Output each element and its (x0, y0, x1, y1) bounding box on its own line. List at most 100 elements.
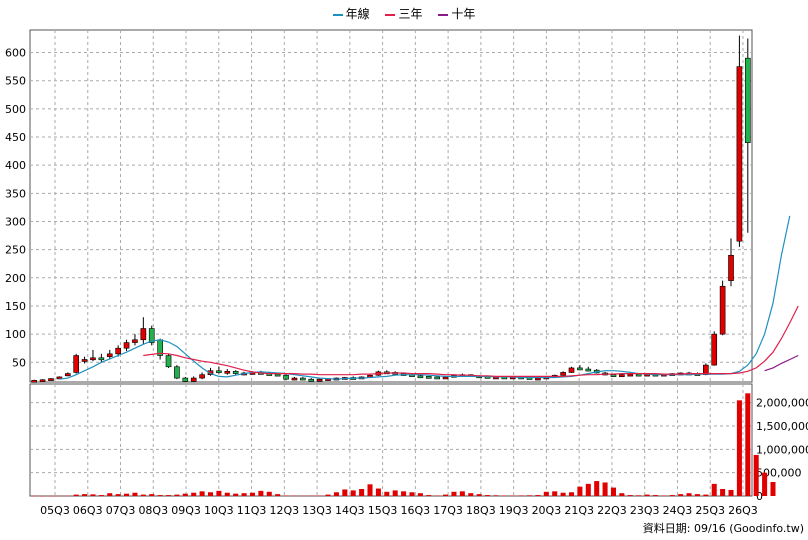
candle-body (316, 378, 323, 382)
volume-bar (333, 492, 339, 496)
volume-bar (249, 492, 255, 496)
candle-body (39, 379, 46, 383)
legend-item-ma-10y: 十年 (438, 7, 475, 21)
price-tick-label: 500 (5, 103, 26, 116)
volume-bar (577, 486, 583, 496)
x-tick-label: 19Q3 (499, 504, 529, 517)
x-tick-label: 10Q3 (204, 504, 234, 517)
volume-bar (669, 495, 675, 496)
volume-tick-label: 500,000 (756, 467, 802, 480)
volume-bar (451, 491, 457, 496)
candle-body (719, 285, 726, 335)
volume-bar (149, 494, 155, 496)
candle-body (31, 380, 38, 383)
candle-body (711, 333, 718, 366)
volume-bar (585, 483, 591, 496)
volume-bar (426, 495, 432, 496)
volume-bar (124, 493, 130, 496)
volume-bar (770, 482, 776, 496)
volume-bar (275, 494, 281, 496)
candle-body (148, 328, 155, 343)
legend-label-ma-3y: 三年 (398, 7, 423, 21)
volume-bar (82, 494, 88, 496)
volume-bar (342, 489, 348, 496)
volume-bar (317, 495, 323, 497)
candle-body (568, 367, 575, 373)
candle-body (132, 339, 138, 343)
volume-bar (367, 484, 373, 496)
candle-body (140, 328, 147, 341)
candle-body (308, 378, 315, 382)
volume-bar (73, 494, 79, 496)
price-tick-label: 200 (5, 272, 26, 285)
volume-bar (619, 493, 625, 496)
volume-bar (350, 490, 356, 496)
volume-bar (384, 491, 390, 496)
candle-body (48, 378, 54, 381)
candle-body (207, 370, 214, 375)
x-tick-label: 05Q3 (40, 504, 70, 517)
candle-body (90, 357, 96, 361)
volume-bar (543, 491, 549, 496)
x-tick-label: 26Q3 (728, 504, 758, 517)
x-tick-label: 14Q3 (335, 504, 365, 517)
price-tick-label: 450 (5, 131, 26, 144)
volume-bar (182, 493, 188, 496)
volume-bar (652, 495, 658, 496)
candle-body (182, 377, 189, 382)
volume-bar (694, 494, 700, 496)
price-tick-label: 550 (5, 75, 26, 88)
volume-bar (417, 493, 423, 496)
candle-body (199, 374, 205, 379)
volume-bar (527, 495, 533, 496)
volume-bar (56, 495, 62, 497)
price-tick-label: 150 (5, 300, 26, 313)
price-tick-label: 250 (5, 244, 26, 257)
candle-body (300, 377, 306, 381)
x-tick-label: 15Q3 (368, 504, 398, 517)
volume-bar (401, 491, 407, 496)
candle-body (610, 374, 617, 377)
chart-legend: 年線 三年 十年 (0, 5, 808, 22)
volume-bar (233, 493, 239, 496)
volume-bar (325, 494, 331, 496)
legend-label-ma-year: 年線 (345, 7, 370, 21)
legend-label-ma-10y: 十年 (451, 7, 476, 21)
x-tick-label: 12Q3 (269, 504, 299, 517)
ma-3y-line (143, 305, 799, 377)
volume-bar (241, 493, 247, 496)
volume-bar (552, 491, 558, 496)
candle-body (81, 359, 88, 362)
x-tick-label: 18Q3 (466, 504, 496, 517)
x-tick-label: 13Q3 (302, 504, 332, 517)
volume-bar (535, 495, 541, 496)
volume-bar (65, 495, 71, 497)
candle-body (560, 372, 566, 376)
candle-body (283, 374, 289, 380)
volume-bar (627, 495, 633, 496)
price-tick-label: 100 (5, 328, 26, 341)
volume-bar (602, 482, 608, 496)
candle-body (123, 342, 130, 349)
volume-bar (501, 495, 507, 497)
volume-bar (216, 490, 222, 496)
volume-bar (392, 490, 398, 496)
volume-bar (224, 492, 230, 496)
x-tick-label: 07Q3 (106, 504, 136, 517)
candle-body (274, 373, 281, 377)
volume-bar (762, 472, 768, 496)
candle-body (232, 370, 239, 374)
volume-bar (48, 495, 54, 497)
volume-bar (40, 495, 46, 497)
candle-body (736, 66, 743, 242)
candle-body (442, 376, 449, 380)
x-tick-label: 09Q3 (171, 504, 201, 517)
volume-bar (560, 492, 566, 496)
candle-body (744, 57, 751, 143)
volume-bar (132, 492, 138, 496)
ma-10y-line (764, 354, 799, 372)
volume-bar (300, 495, 306, 497)
volume-bar (308, 495, 314, 497)
x-tick-label: 21Q3 (564, 504, 594, 517)
